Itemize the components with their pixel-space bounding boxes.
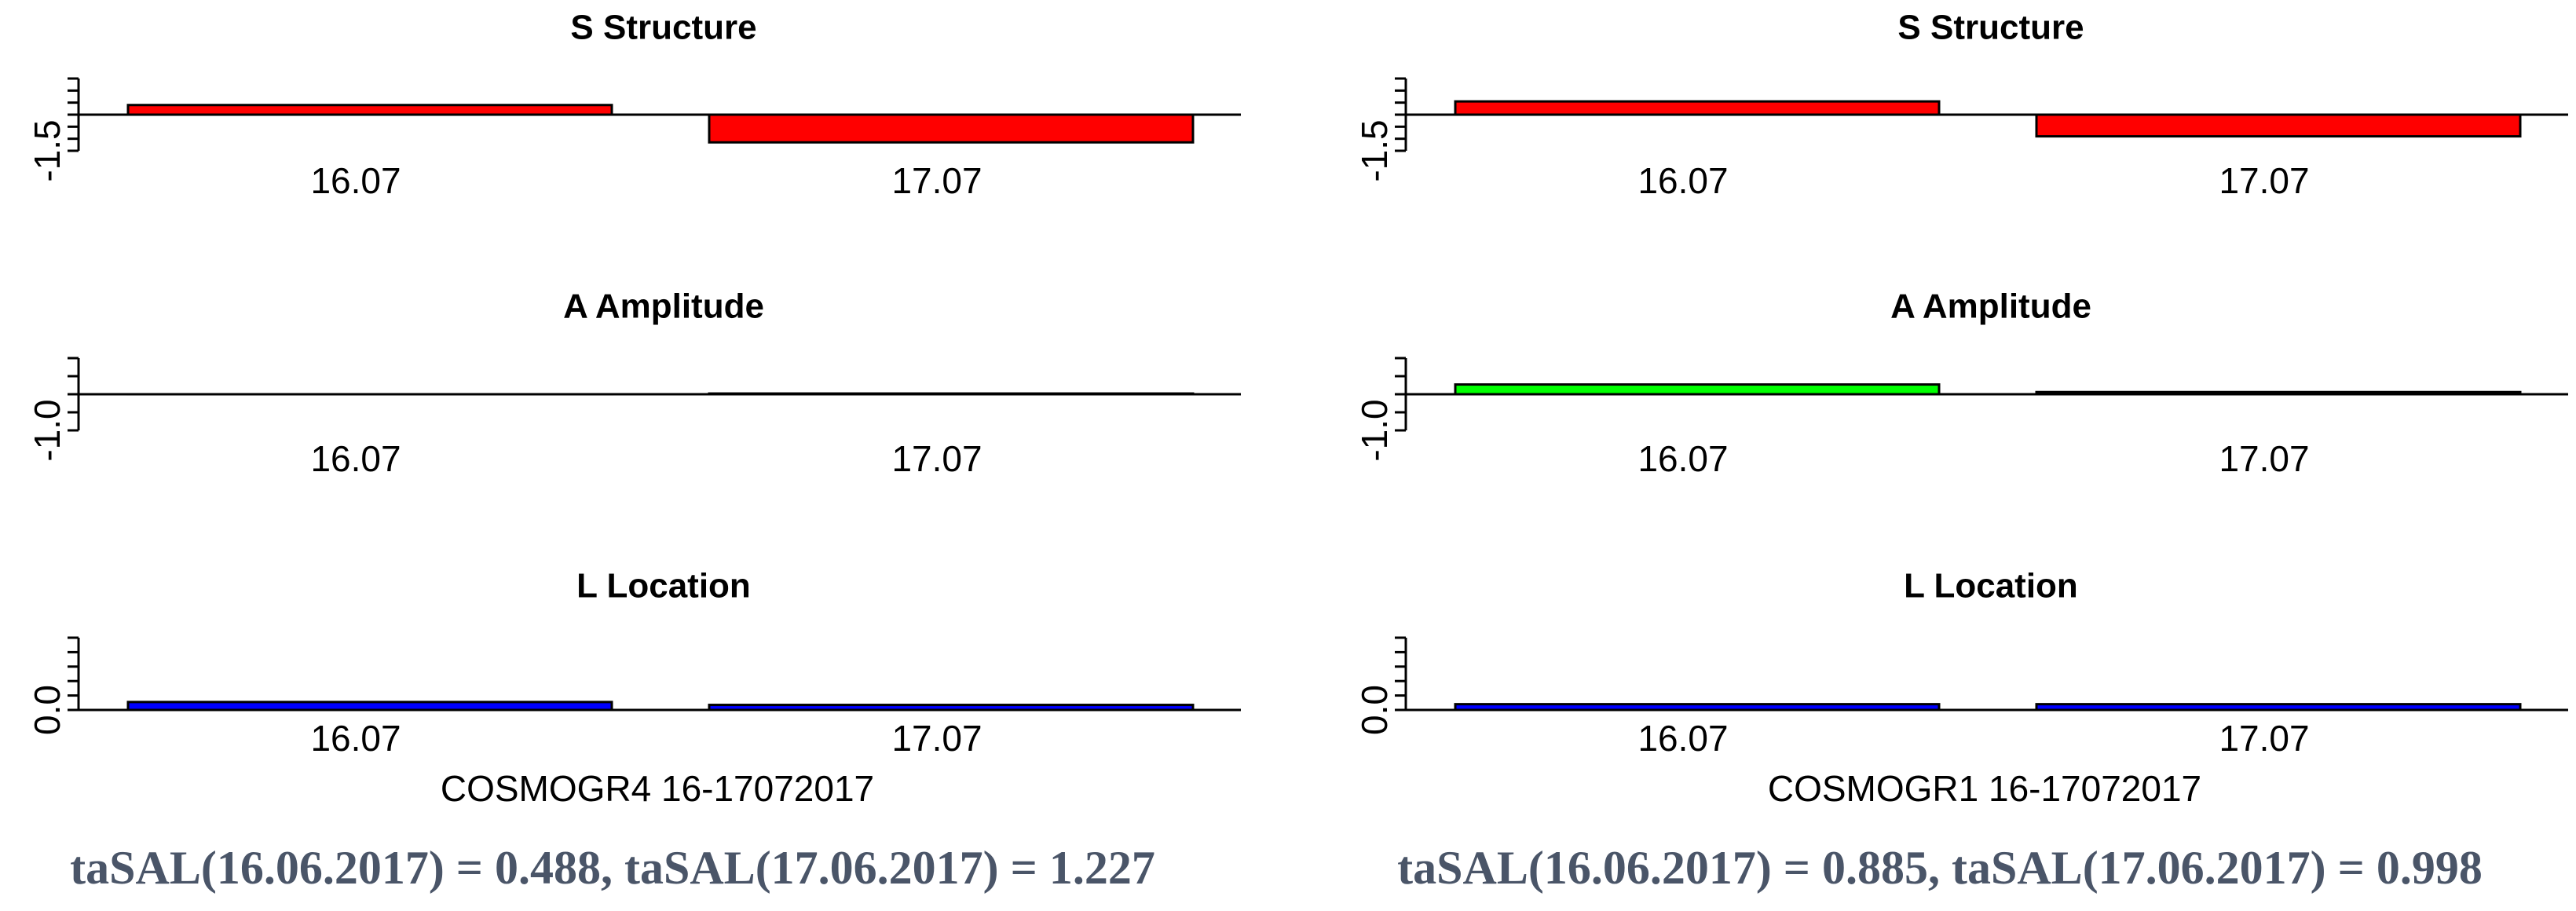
x-tick-label: 16.07	[310, 718, 401, 759]
bar	[708, 113, 1195, 144]
bar	[1454, 100, 1941, 116]
x-tick-label: 16.07	[1637, 718, 1728, 759]
x-axis-label: COSMOGR4 16-17072017	[441, 768, 874, 809]
chart-title: A Amplitude	[1890, 287, 2091, 326]
x-tick-label: 17.07	[891, 718, 982, 759]
chart-title: A Amplitude	[563, 287, 764, 326]
caption: taSAL(16.06.2017) = 0.885, taSAL(17.06.2…	[1397, 842, 2483, 894]
y-tick-label: -1.5	[1354, 119, 1395, 181]
x-tick-label: 16.07	[1637, 438, 1728, 479]
x-tick-label: 16.07	[1637, 160, 1728, 201]
chart-title: S Structure	[570, 9, 756, 47]
bar	[2035, 113, 2522, 138]
chart-title: L Location	[576, 567, 751, 606]
y-tick-label: 0.0	[27, 685, 68, 735]
x-tick-label: 17.07	[2219, 160, 2309, 201]
chart-title: S Structure	[1897, 9, 2084, 47]
bar	[126, 701, 613, 712]
chart-title: L Location	[1904, 567, 2078, 606]
x-tick-label: 17.07	[891, 160, 982, 201]
bar	[1454, 383, 1941, 396]
x-tick-label: 16.07	[310, 160, 401, 201]
y-tick-label: -1.5	[27, 119, 68, 181]
x-tick-label: 17.07	[2219, 718, 2309, 759]
y-tick-label: 0.0	[1354, 685, 1395, 735]
x-tick-label: 16.07	[310, 438, 401, 479]
y-tick-label: -1.0	[27, 399, 68, 461]
x-tick-label: 17.07	[2219, 438, 2309, 479]
bar	[126, 104, 613, 116]
caption: taSAL(16.06.2017) = 0.488, taSAL(17.06.2…	[70, 842, 1155, 894]
y-tick-label: -1.0	[1354, 399, 1395, 461]
x-tick-label: 17.07	[891, 438, 982, 479]
x-axis-label: COSMOGR1 16-17072017	[1768, 768, 2201, 809]
